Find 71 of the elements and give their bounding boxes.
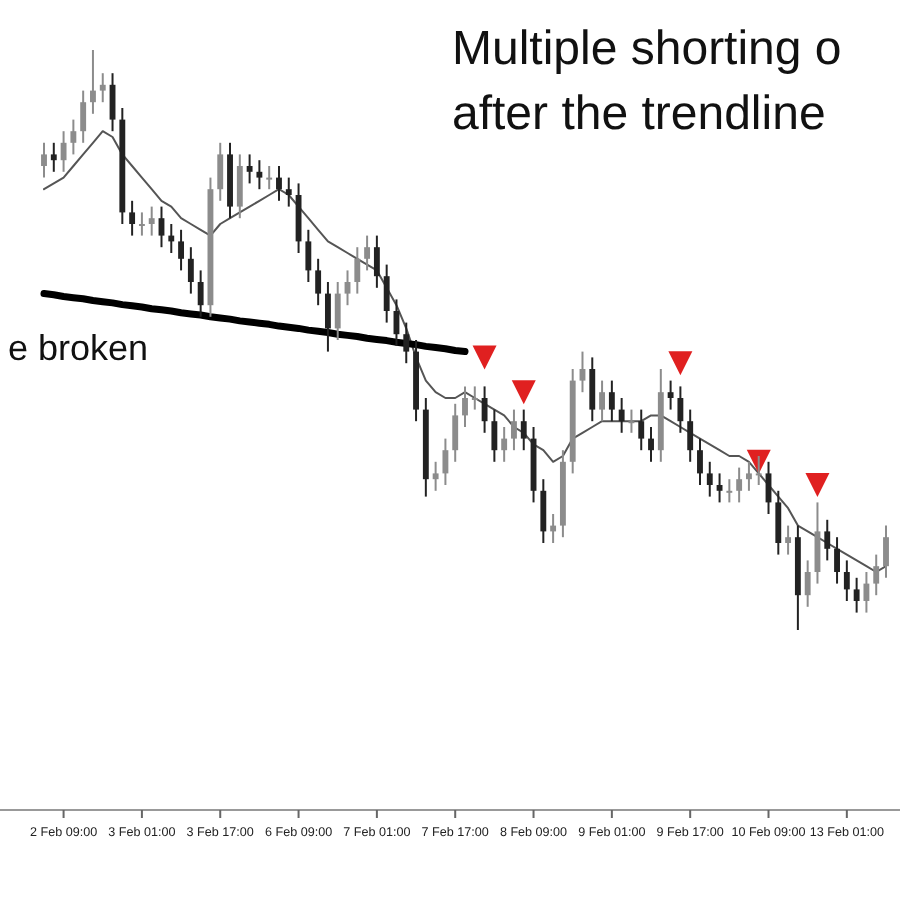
candlestick — [589, 356, 596, 423]
candlestick — [677, 385, 684, 434]
point — [472, 345, 497, 370]
candlestick — [706, 460, 713, 498]
candlestick — [60, 130, 67, 173]
candlestick — [853, 576, 860, 614]
candlestick — [618, 397, 625, 434]
candlestick — [432, 460, 439, 492]
candlestick — [452, 402, 459, 463]
candlestick — [383, 263, 390, 324]
candlestick — [246, 153, 253, 185]
candlestick — [755, 455, 762, 486]
annotation: e broken — [8, 328, 149, 368]
candlestick — [511, 408, 517, 452]
candlestick — [697, 437, 703, 486]
annotation: Multiple shorting o after the trendline — [452, 22, 842, 141]
point — [805, 473, 830, 497]
candlestick — [256, 159, 263, 191]
candlestick — [217, 141, 224, 202]
candlestick — [148, 205, 155, 237]
candlestick — [501, 426, 508, 463]
candlestick — [80, 89, 87, 144]
candlestick — [403, 321, 410, 365]
candlestick — [491, 408, 498, 463]
candlestick — [648, 426, 654, 463]
candlestick — [687, 408, 694, 463]
candlestick — [462, 385, 468, 428]
candlestick — [197, 269, 204, 318]
candlestick — [608, 379, 615, 423]
candlestick — [70, 118, 77, 156]
candlestick — [266, 165, 273, 191]
candlestick — [276, 165, 282, 202]
candlestick — [785, 524, 792, 556]
candlestick — [41, 141, 47, 179]
candlestick — [520, 408, 527, 452]
candlestick — [305, 228, 312, 283]
candlestick — [804, 559, 811, 608]
candlestick — [863, 571, 870, 614]
candlestick — [315, 257, 322, 307]
candlestick — [736, 466, 743, 504]
candlestick — [324, 281, 331, 353]
candlestick — [638, 408, 645, 452]
candlestick — [540, 478, 547, 544]
candlestick — [99, 72, 106, 104]
candlestick — [285, 176, 292, 208]
candlestick — [50, 141, 57, 173]
point — [668, 351, 693, 376]
candlestick — [442, 437, 449, 486]
candlestick — [745, 460, 752, 492]
point — [511, 380, 536, 405]
candlestick — [364, 234, 371, 272]
candlestick — [883, 524, 889, 579]
candlestick — [471, 385, 478, 411]
candlestick — [667, 379, 674, 411]
candlestick — [236, 153, 243, 220]
candlestick — [354, 246, 361, 295]
candlestick — [138, 211, 145, 237]
candlestick — [873, 553, 880, 597]
candlestick — [843, 559, 850, 602]
candlestick — [178, 228, 185, 272]
candlestick — [90, 49, 96, 115]
candlestick — [726, 478, 733, 504]
candlestick — [334, 281, 341, 341]
candlestick — [824, 518, 831, 562]
candlestick — [775, 489, 782, 556]
candlestick — [481, 385, 488, 434]
candlestick — [187, 246, 194, 295]
candlestick — [834, 536, 840, 585]
candlestick — [373, 234, 380, 289]
candlestick — [129, 199, 136, 237]
candlestick — [599, 379, 606, 423]
